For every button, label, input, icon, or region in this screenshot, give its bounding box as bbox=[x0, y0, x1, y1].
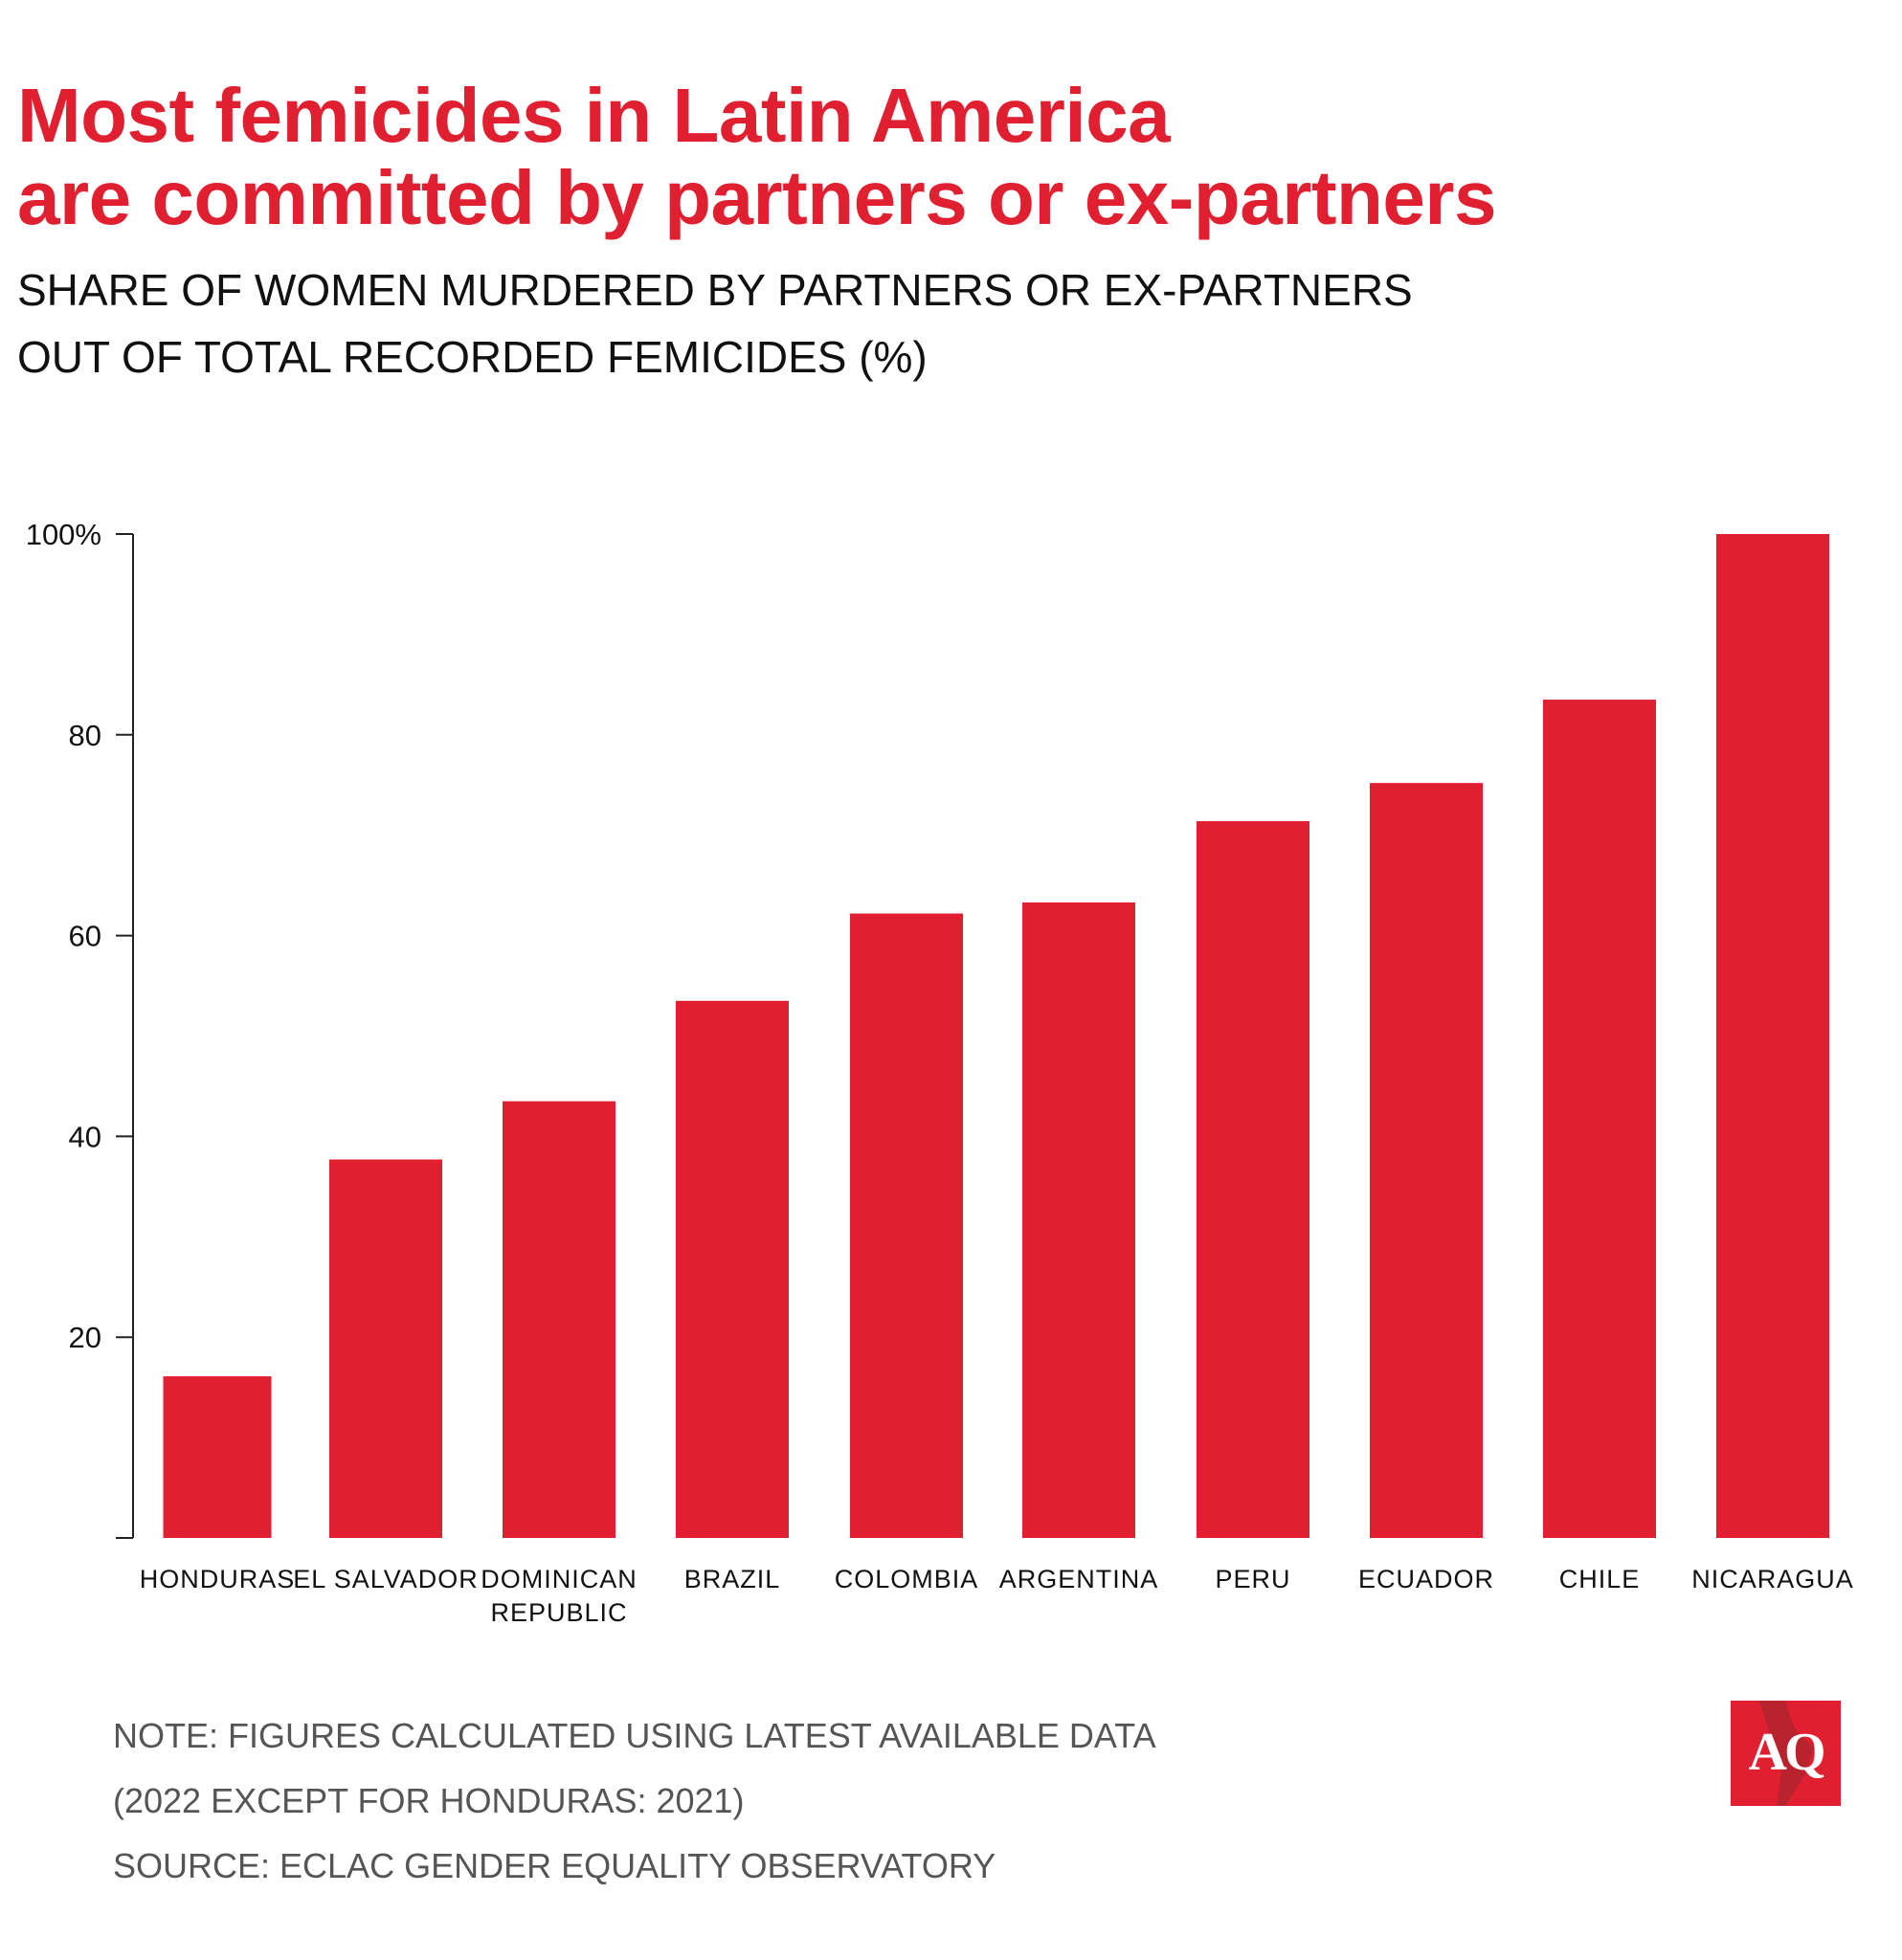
y-tick-label: 100% bbox=[26, 518, 101, 551]
note-line: NOTE: FIGURES CALCULATED USING LATEST AV… bbox=[113, 1716, 1156, 1755]
subtitle-line: SHARE OF WOMEN MURDERED BY PARTNERS OR E… bbox=[17, 265, 1413, 315]
bar-ecuador bbox=[1370, 783, 1483, 1538]
source-line: SOURCE: ECLAC GENDER EQUALITY OBSERVATOR… bbox=[113, 1846, 996, 1885]
x-tick-label: EL SALVADOR bbox=[293, 1565, 479, 1593]
notes: NOTE: FIGURES CALCULATED USING LATEST AV… bbox=[113, 1704, 1156, 1899]
bar-brazil bbox=[676, 1000, 789, 1538]
bar-nicaragua bbox=[1716, 534, 1829, 1538]
x-tick-label: ECUADOR bbox=[1358, 1565, 1494, 1593]
y-tick-label: 40 bbox=[69, 1120, 101, 1153]
chart-subtitle: SHARE OF WOMEN MURDERED BY PARTNERS OR E… bbox=[17, 256, 1413, 390]
x-tick-label: PERU bbox=[1215, 1565, 1290, 1593]
x-tick-label: CHILE bbox=[1559, 1565, 1641, 1593]
x-tick-label: REPUBLIC bbox=[490, 1598, 627, 1627]
bar-colombia bbox=[850, 913, 963, 1538]
subtitle-line: OUT OF TOTAL RECORDED FEMICIDES (%) bbox=[17, 332, 928, 382]
aq-logo: AQ bbox=[1731, 1701, 1841, 1806]
title-line: are committed by partners or ex-partners bbox=[17, 155, 1496, 240]
y-tick-label: 80 bbox=[69, 719, 101, 752]
y-tick-label: 20 bbox=[69, 1321, 101, 1354]
bar-el-salvador bbox=[329, 1159, 442, 1538]
x-tick-label: DOMINICAN bbox=[481, 1565, 638, 1593]
bar-argentina bbox=[1022, 902, 1135, 1538]
x-tick-label: BRAZIL bbox=[684, 1565, 781, 1593]
x-tick-label: ARGENTINA bbox=[999, 1565, 1159, 1593]
y-tick-label: 60 bbox=[69, 920, 101, 953]
bar-dominican-republic bbox=[503, 1101, 615, 1538]
bar-honduras bbox=[163, 1376, 272, 1538]
x-tick-label: COLOMBIA bbox=[835, 1565, 979, 1593]
x-tick-label: HONDURAS bbox=[140, 1565, 296, 1593]
title-line: Most femicides in Latin America bbox=[17, 73, 1171, 158]
logo-text: AQ bbox=[1748, 1723, 1826, 1782]
chart-title: Most femicides in Latin America are comm… bbox=[17, 75, 1496, 239]
note-line: (2022 EXCEPT FOR HONDURAS: 2021) bbox=[113, 1781, 745, 1820]
x-tick-label: NICARAGUA bbox=[1691, 1565, 1854, 1593]
bar-peru bbox=[1197, 821, 1309, 1538]
bar-chile bbox=[1543, 700, 1656, 1538]
